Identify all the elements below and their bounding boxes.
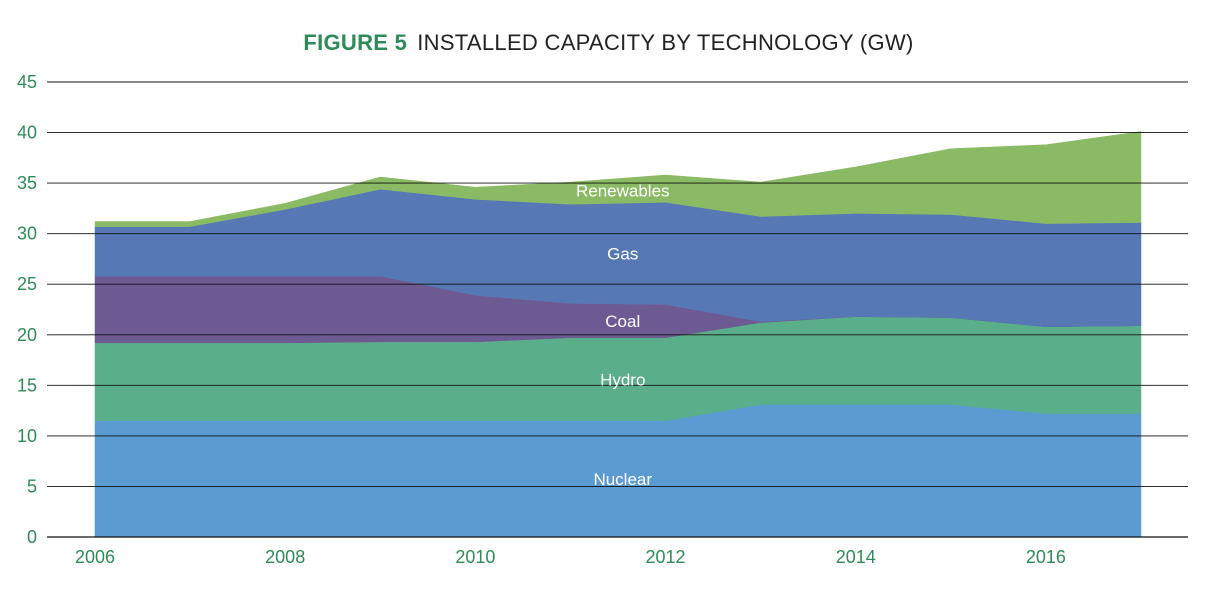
x-tick-label: 2008	[265, 547, 305, 567]
series-label-nuclear: Nuclear	[593, 470, 652, 489]
x-tick-label: 2016	[1026, 547, 1066, 567]
y-tick-label: 10	[17, 426, 37, 446]
x-axis-ticks: 2006 2008 2010 2012 2014 2016	[75, 547, 1066, 567]
y-tick-label: 5	[27, 476, 37, 496]
y-tick-label: 20	[17, 325, 37, 345]
y-axis-ticks: 0 5 10 15 20 25 30 35 40 45	[17, 72, 37, 547]
y-tick-label: 15	[17, 375, 37, 395]
chart-title-text: INSTALLED CAPACITY BY TECHNOLOGY (GW)	[417, 30, 914, 55]
series-label-gas: Gas	[607, 245, 638, 264]
series-label-hydro: Hydro	[600, 370, 645, 389]
y-tick-label: 40	[17, 123, 37, 143]
series-labels: Nuclear Hydro Coal Gas Renewables	[576, 182, 670, 489]
y-tick-label: 0	[27, 527, 37, 547]
series-label-renewables: Renewables	[576, 182, 670, 201]
chart-title: FIGURE 5 INSTALLED CAPACITY BY TECHNOLOGY…	[0, 30, 1217, 56]
area-layers	[94, 131, 1142, 538]
y-tick-label: 30	[17, 224, 37, 244]
chart-title-figure: FIGURE 5	[303, 30, 408, 55]
area-renewables	[94, 131, 1142, 227]
x-tick-label: 2010	[455, 547, 495, 567]
x-tick-label: 2012	[646, 547, 686, 567]
y-tick-label: 35	[17, 173, 37, 193]
y-tick-label: 25	[17, 274, 37, 294]
x-tick-label: 2006	[75, 547, 115, 567]
gridlines	[47, 81, 1188, 538]
y-tick-label: 45	[17, 72, 37, 92]
x-tick-label: 2014	[836, 547, 876, 567]
series-label-coal: Coal	[605, 312, 640, 331]
